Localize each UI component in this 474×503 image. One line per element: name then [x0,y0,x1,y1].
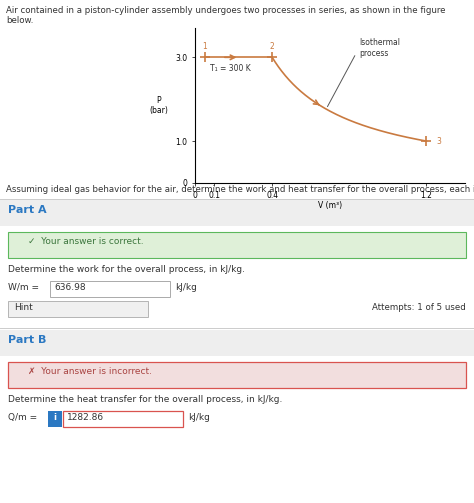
Text: Isothermal
process: Isothermal process [328,38,400,107]
Text: Determine the work for the overall process, in kJ/kg.: Determine the work for the overall proce… [8,265,245,274]
Text: kJ/kg: kJ/kg [175,283,197,292]
Text: Attempts: 1 of 5 used: Attempts: 1 of 5 used [372,303,466,312]
Text: Part B: Part B [8,335,46,345]
Bar [8,232,466,258]
Bar [48,411,62,427]
Text: Q/m =: Q/m = [8,413,37,422]
Text: 3: 3 [436,137,441,145]
Bar [63,411,183,427]
Text: 1282.86: 1282.86 [67,413,104,422]
Bar [50,281,170,297]
Text: 1: 1 [202,42,207,51]
Text: Assuming ideal gas behavior for the air, determine the work and heat transfer fo: Assuming ideal gas behavior for the air,… [6,185,474,194]
Text: kJ/kg: kJ/kg [188,413,210,422]
Bar [0,200,474,226]
Text: Part A: Part A [8,205,46,215]
Bar [0,330,474,356]
Text: W/m =: W/m = [8,283,39,292]
Text: ✗  Your answer is incorrect.: ✗ Your answer is incorrect. [28,367,152,376]
Text: Air contained in a piston-cylinder assembly undergoes two processes in series, a: Air contained in a piston-cylinder assem… [6,6,446,25]
Bar [8,301,148,317]
Text: T₁ = 300 K: T₁ = 300 K [210,64,251,73]
Text: 636.98: 636.98 [54,283,86,292]
X-axis label: V (m³): V (m³) [318,201,342,210]
Bar [8,362,466,388]
Y-axis label: P
(bar): P (bar) [149,96,168,115]
Text: ✓  Your answer is correct.: ✓ Your answer is correct. [28,237,144,246]
Text: 2: 2 [270,42,274,51]
Text: i: i [54,413,56,422]
Text: Determine the heat transfer for the overall process, in kJ/kg.: Determine the heat transfer for the over… [8,395,283,404]
Text: Hint: Hint [14,303,33,312]
